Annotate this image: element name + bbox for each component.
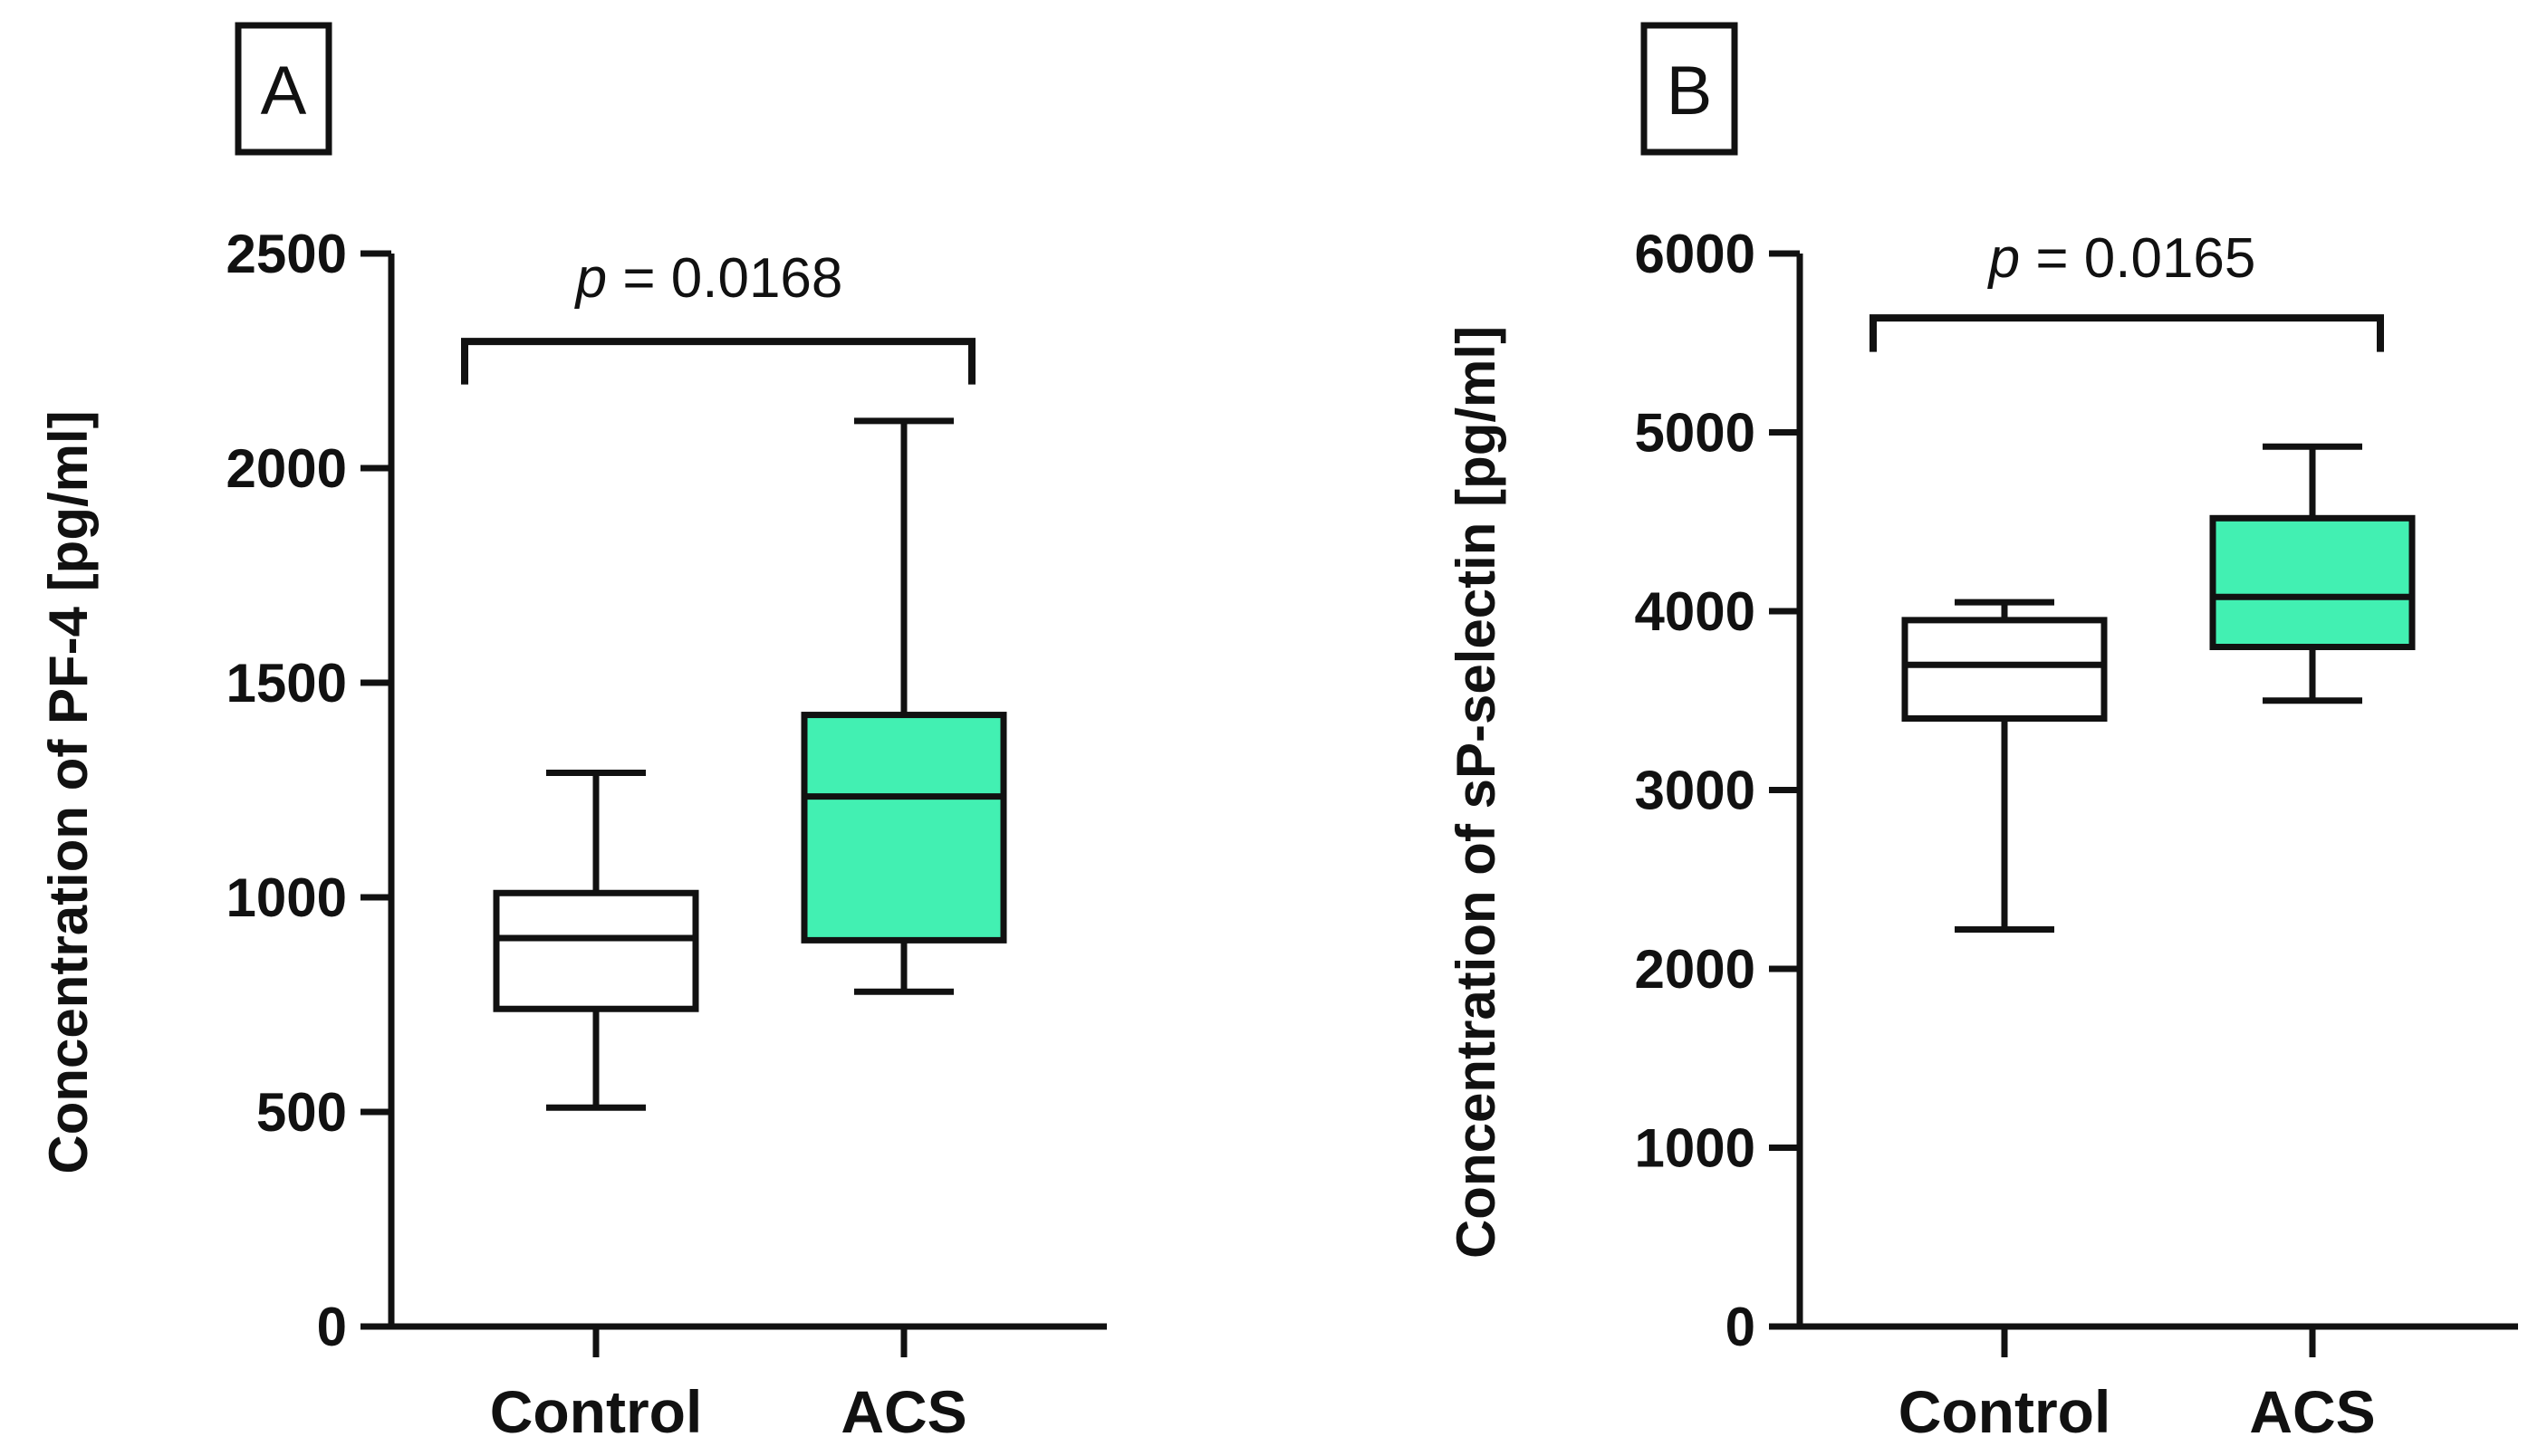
panel-b-letter-box (1640, 22, 1738, 156)
panel-a-y-tick-label: 500 (256, 1082, 347, 1143)
iqr-box (493, 889, 699, 1012)
panel-b-y-ticks: 0 1000 2000 3000 4000 5000 6000 (1635, 224, 1803, 1357)
panel-b-p-symbol: p (1987, 227, 2020, 290)
panel-a-y-ticks: 0 500 1000 1500 2000 2500 (226, 224, 395, 1357)
panel-a-box-control (493, 770, 699, 1111)
panel-b-x-axis: Control ACS (1800, 1323, 2518, 1445)
panel-a-y-tick-label: 2000 (226, 438, 347, 499)
panel-a-x-axis: Control ACS (391, 1323, 1107, 1445)
panel-b-box-acs (2209, 443, 2416, 704)
panel-b-y-axis-title: Concentration of sP-selectin [pg/ml] (1446, 326, 1506, 1259)
panel-a-x-tick-label-control: Control (490, 1378, 703, 1445)
panel-b-p-value: p = 0.0165 (1987, 227, 2256, 290)
panel-b: B Concentration of sP-selectin [pg/ml] p… (1446, 22, 2518, 1445)
panel-a-p-symbol: p (574, 247, 607, 310)
panel-a: A Concentration of PF-4 [pg/ml] p = 0.01… (38, 22, 1107, 1445)
panel-a-p-rest: = 0.0168 (607, 247, 842, 310)
panel-a-y-axis-title: Concentration of PF-4 [pg/ml] (38, 410, 99, 1173)
panel-a-p-value: p = 0.0168 (574, 247, 843, 310)
panel-b-box-control (1901, 599, 2108, 934)
panel-a-y-tick-label: 2500 (226, 224, 347, 284)
panel-a-y-tick-label: 1000 (226, 867, 347, 928)
panel-b-letter: B (1667, 53, 1713, 129)
panel-b-y-tick-label: 1000 (1635, 1118, 1755, 1179)
iqr-box (1901, 617, 2108, 722)
panel-b-x-tick-label-control: Control (1898, 1378, 2111, 1445)
panel-b-bracket (1870, 314, 2384, 352)
panel-b-x-tick-label-acs: ACS (2249, 1378, 2375, 1445)
panel-a-boxes (493, 417, 1007, 1111)
panel-b-boxes (1901, 443, 2416, 934)
iqr-box (801, 712, 1007, 944)
panel-a-y-tick-label: 0 (317, 1297, 347, 1357)
panel-b-y-tick-label: 5000 (1635, 403, 1755, 464)
panel-b-significance-bracket (1870, 314, 2384, 352)
panel-b-y-tick-label: 0 (1725, 1297, 1755, 1357)
panel-b-y-tick-label: 6000 (1635, 224, 1755, 284)
panel-b-y-tick-label: 3000 (1635, 761, 1755, 821)
panel-b-y-tick-label: 2000 (1635, 939, 1755, 1000)
panel-a-box-acs (801, 417, 1007, 995)
panel-b-y-tick-label: 4000 (1635, 581, 1755, 642)
panel-a-letter-box (235, 22, 332, 156)
panel-a-x-tick-label-acs: ACS (841, 1378, 966, 1445)
panel-b-p-rest: = 0.0165 (2020, 227, 2255, 290)
iqr-box (2209, 514, 2416, 650)
panel-a-letter: A (261, 53, 307, 129)
panel-a-significance-bracket (461, 338, 976, 385)
panel-a-y-tick-label: 1500 (226, 653, 347, 714)
panel-a-bracket (461, 338, 976, 385)
